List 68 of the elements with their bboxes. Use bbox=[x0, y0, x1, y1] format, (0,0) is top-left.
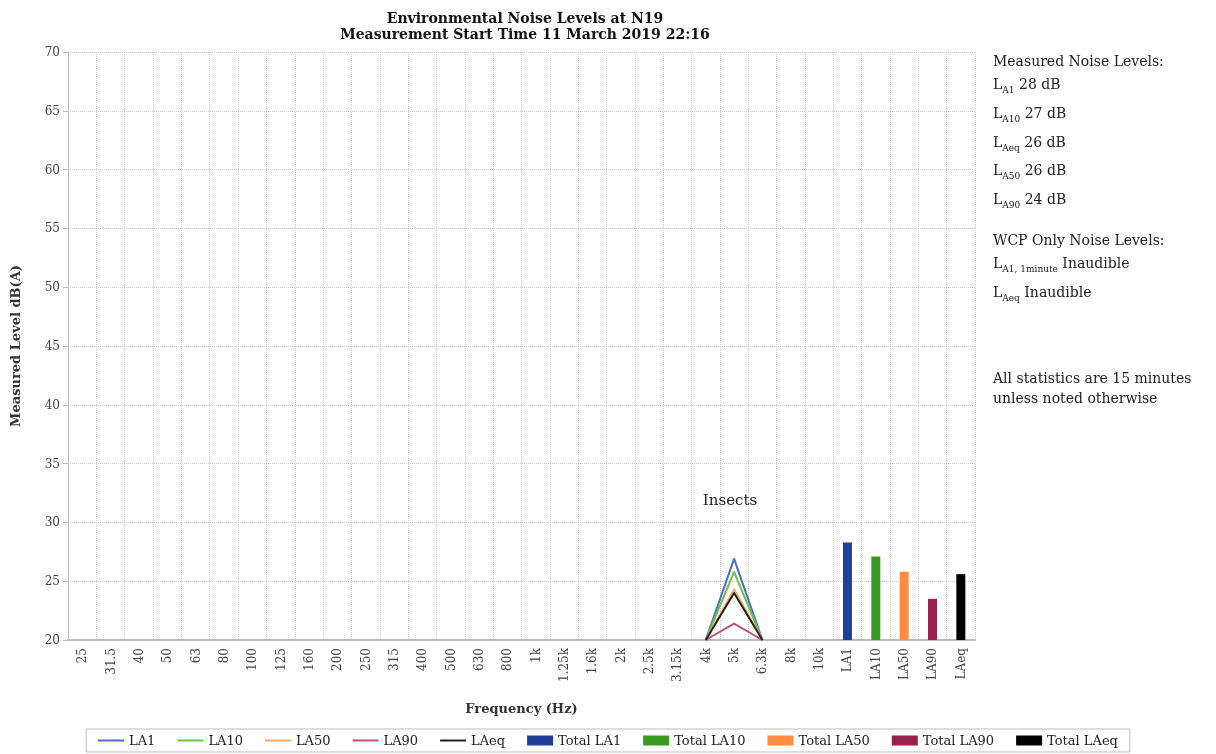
text: WCP Only Noise Levels: bbox=[993, 231, 1166, 250]
legend-label: Total LA1 bbox=[558, 733, 622, 748]
text: L$_{A90}$ 24 dB bbox=[993, 190, 1068, 212]
x-tick-label: LA50 bbox=[897, 648, 912, 680]
x-tick-label: LA10 bbox=[868, 648, 883, 680]
y-axis-title: Measured Level dB(A) bbox=[8, 265, 23, 427]
x-tick-label: 80 bbox=[216, 648, 231, 664]
x-tick-label: 160 bbox=[301, 648, 316, 671]
x-tick-label: 40 bbox=[131, 648, 146, 664]
legend-label: LA90 bbox=[383, 733, 419, 748]
legend-label: LA50 bbox=[295, 733, 331, 748]
x-tick-label: 8k bbox=[783, 647, 798, 663]
text: L$_{A10}$ 27 dB bbox=[993, 103, 1068, 126]
x-tick-label: 5k bbox=[727, 647, 742, 663]
x-tick-label: 6.3k bbox=[755, 647, 770, 675]
y-tick-label: 50 bbox=[44, 280, 60, 295]
legend-label: Total LA90 bbox=[922, 733, 995, 748]
x-tick-label: 315 bbox=[386, 648, 401, 671]
text: L$_{A1}$ 28 dB bbox=[993, 75, 1062, 97]
text: L$_{Aeq}$ Inaudible bbox=[993, 282, 1093, 305]
x-tick-label: 2k bbox=[613, 647, 628, 663]
x-tick-label: 4k bbox=[698, 647, 713, 663]
legend-label: Total LAeq bbox=[1047, 733, 1118, 748]
chart-subtitle: Measurement Start Time 11 March 2019 22:16 bbox=[340, 26, 710, 42]
y-tick-label: 55 bbox=[44, 221, 60, 236]
chart-title: Environmental Noise Levels at N19 bbox=[386, 10, 664, 26]
x-tick-label: LA90 bbox=[925, 648, 940, 680]
y-tick-label: 30 bbox=[44, 515, 60, 530]
x-tick-label: 630 bbox=[471, 648, 486, 671]
text: L$_{A1, 1minute}$ Inaudible bbox=[993, 254, 1131, 276]
y-tick-label: 25 bbox=[44, 574, 60, 589]
y-tick-label: 60 bbox=[44, 162, 60, 177]
x-tick-label: 25 bbox=[75, 648, 90, 664]
x-tick-label: LAeq bbox=[953, 647, 968, 680]
y-tick-label: 70 bbox=[44, 45, 60, 59]
x-tick-label: 1.25k bbox=[557, 647, 572, 682]
y-tick-label: 45 bbox=[44, 339, 60, 353]
x-tick-label: 1k bbox=[528, 647, 543, 663]
x-tick-label: 1.6k bbox=[585, 647, 600, 675]
y-tick-label: 65 bbox=[44, 103, 60, 118]
x-tick-label: 400 bbox=[415, 648, 430, 671]
x-tick-label: 250 bbox=[358, 648, 373, 671]
y-tick-label: 40 bbox=[44, 397, 60, 412]
annotation: Insects bbox=[702, 491, 758, 509]
legend-label: LAeq bbox=[471, 733, 506, 748]
x-tick-label: 50 bbox=[160, 648, 175, 664]
x-tick-label: 125 bbox=[273, 648, 288, 671]
x-tick-label: 3.15k bbox=[670, 647, 685, 682]
text: L$_{A50}$ 26 dB bbox=[993, 161, 1068, 184]
text: All statistics are 15 minutes unless noted otherwise bbox=[993, 368, 1193, 408]
legend-label: LA10 bbox=[208, 733, 243, 748]
x-tick-label: LA1 bbox=[840, 648, 855, 673]
x-tick-label: 10k bbox=[812, 647, 827, 671]
y-tick-label: 35 bbox=[44, 456, 60, 471]
text: L$_{Aeq}$ 26 dB bbox=[993, 132, 1067, 155]
x-tick-label: 2.5k bbox=[642, 647, 657, 675]
x-tick-label: 100 bbox=[245, 648, 260, 671]
legend-label: LA1 bbox=[129, 733, 156, 748]
text: Measured Noise Levels: bbox=[993, 52, 1165, 71]
legend-label: Total LA10 bbox=[674, 733, 746, 748]
y-tick-label: 20 bbox=[44, 633, 60, 647]
x-tick-label: 63 bbox=[188, 648, 203, 664]
x-tick-label: 31.5 bbox=[103, 648, 118, 675]
x-axis-title: Frequency (Hz) bbox=[465, 701, 578, 716]
x-tick-label: 200 bbox=[330, 648, 345, 671]
legend-label: Total LA50 bbox=[798, 733, 870, 748]
x-tick-label: 500 bbox=[443, 648, 458, 671]
x-tick-label: 800 bbox=[500, 648, 515, 671]
